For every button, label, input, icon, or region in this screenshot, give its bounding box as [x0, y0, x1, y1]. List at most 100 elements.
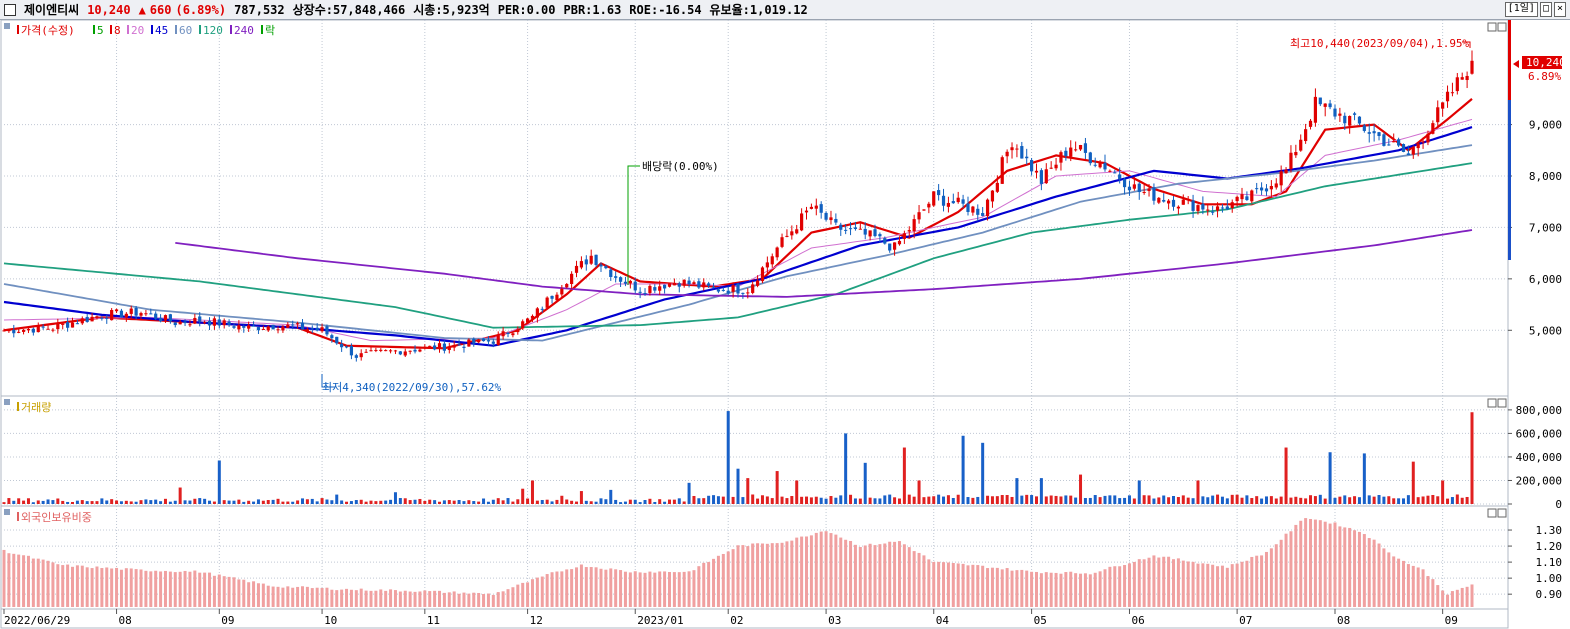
candle-body — [369, 350, 373, 352]
volume-bar — [663, 501, 667, 504]
volume-bar — [203, 498, 207, 504]
foreign-bar — [1039, 573, 1043, 607]
volume-bar — [795, 480, 799, 504]
candle-body — [217, 319, 221, 326]
foreign-close-button[interactable] — [1497, 508, 1507, 518]
volume-bar — [697, 498, 701, 504]
volume-bar — [232, 500, 236, 504]
foreign-bar — [345, 588, 349, 607]
foreign-bar — [628, 572, 632, 607]
foreign-bar — [173, 572, 177, 607]
volume-close-button[interactable] — [1497, 398, 1507, 408]
volume-bar — [261, 500, 265, 504]
foreign-bar — [149, 571, 153, 607]
foreign-bar — [1260, 555, 1264, 607]
foreign-bar — [26, 555, 30, 607]
foreign-bar — [266, 585, 270, 607]
volume-bar — [863, 462, 867, 504]
foreign-bar — [1044, 572, 1048, 607]
foreign-bar — [305, 586, 309, 607]
foreign-min-button[interactable] — [1487, 508, 1497, 518]
volume-bar — [379, 500, 383, 504]
foreign-bar — [1313, 519, 1317, 607]
period-button[interactable]: [1일] — [1504, 2, 1538, 17]
restore-button[interactable]: □ — [1539, 2, 1552, 17]
foreign-bar — [648, 571, 652, 607]
select-checkbox[interactable] — [4, 3, 16, 16]
foreign-bar — [805, 536, 809, 607]
candle-body — [741, 292, 745, 294]
foreign-bar — [702, 562, 706, 607]
volume-bar — [961, 435, 965, 504]
candle-body — [609, 269, 613, 277]
change-arrow-icon: ▲ — [138, 2, 146, 17]
candle-body — [232, 326, 236, 328]
volume-bar — [780, 496, 784, 504]
legend-ma-label: 120 — [203, 24, 223, 37]
foreign-bar — [1279, 539, 1283, 607]
volume-bar — [1220, 496, 1224, 504]
foreign-bar — [1108, 566, 1112, 607]
volume-min-button[interactable] — [1487, 398, 1497, 408]
volume-bar — [1338, 496, 1342, 504]
foreign-bar — [1397, 558, 1401, 607]
foreign-bar — [643, 572, 647, 607]
volume-bar — [26, 498, 30, 504]
foreign-bar — [976, 565, 980, 607]
candle-body — [1181, 199, 1185, 205]
candle-body — [452, 344, 456, 348]
foreign-bar — [46, 560, 50, 607]
volume-bar — [36, 500, 40, 504]
volume-bar — [1025, 494, 1029, 504]
candle-body — [1118, 174, 1122, 180]
volume-bar — [1313, 496, 1317, 504]
price-min-button[interactable] — [1487, 22, 1497, 32]
candle-body — [105, 317, 109, 319]
volume-bar — [1362, 453, 1366, 504]
foreign-bar — [780, 542, 784, 607]
volume-bar — [80, 500, 84, 504]
candle-body — [251, 325, 256, 327]
volume-bar — [296, 500, 300, 504]
foreign-bar — [36, 558, 40, 607]
candle-body — [1333, 108, 1337, 117]
volume-bar — [1064, 495, 1068, 504]
volume-bar — [1225, 498, 1229, 504]
candle-body — [623, 281, 628, 284]
candle-body — [1397, 139, 1401, 146]
foreign-bar — [981, 565, 985, 607]
foreign-bar — [188, 571, 192, 607]
foreign-bar — [442, 592, 446, 607]
volume-bar — [628, 499, 632, 504]
candle-body — [1421, 141, 1425, 143]
volume-bar — [110, 499, 114, 504]
volume-bar — [433, 500, 437, 504]
close-button[interactable]: × — [1553, 2, 1566, 17]
foreign-bar — [1127, 563, 1131, 607]
foreign-bar — [1064, 572, 1068, 607]
volume-bar — [124, 500, 128, 504]
foreign-bar — [1079, 573, 1083, 607]
foreign-bar — [1264, 551, 1268, 607]
candle-body — [692, 282, 696, 285]
foreign-bar — [41, 559, 45, 607]
candle-body — [36, 325, 40, 333]
candle-body — [814, 205, 818, 209]
foreign-bar — [369, 590, 373, 607]
price-panel — [0, 20, 1509, 397]
volume-bar — [790, 496, 794, 504]
legend-ma-swatch — [151, 25, 153, 34]
foreign-bar — [765, 543, 769, 607]
foreign-bar — [834, 534, 838, 607]
volume-bar — [956, 494, 960, 504]
volume-bar — [858, 498, 862, 504]
candle-body — [736, 283, 740, 294]
volume-bar — [633, 499, 637, 504]
foreign-bar — [379, 589, 383, 607]
foreign-bar — [697, 566, 701, 607]
foreign-bar — [452, 591, 456, 607]
price-close-button[interactable] — [1497, 22, 1507, 32]
foreign-bar — [770, 543, 774, 607]
candle-body — [413, 349, 417, 352]
candle-body — [1284, 169, 1288, 174]
